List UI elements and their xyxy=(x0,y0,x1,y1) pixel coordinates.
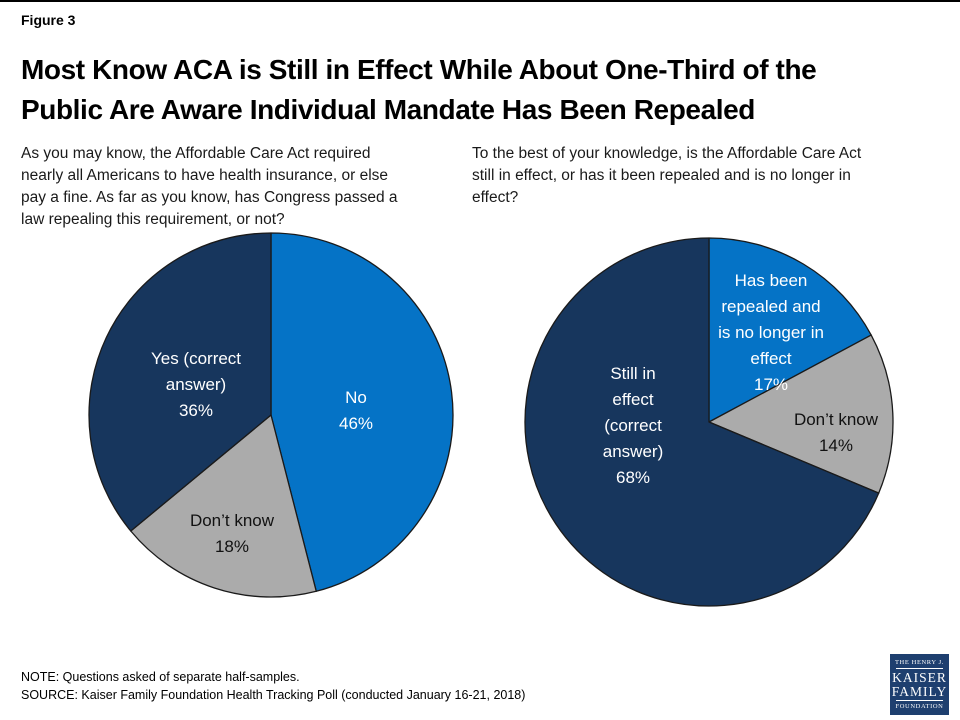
kff-foundation-logo: THE HENRY J. KAISER FAMILY FOUNDATION xyxy=(890,654,949,715)
pie-slice xyxy=(88,232,272,532)
logo-line-kaiser: KAISER xyxy=(892,670,947,685)
question-right: To the best of your knowledge, is the Af… xyxy=(472,145,862,206)
pie-slice xyxy=(708,334,894,494)
pie-slice xyxy=(524,237,880,607)
pie-slice xyxy=(130,414,317,598)
question-left: As you may know, the Affordable Care Act… xyxy=(21,145,398,228)
logo-line-foundation: FOUNDATION xyxy=(895,703,944,710)
right-pie-chart xyxy=(524,237,894,607)
page-title: Most Know ACA is Still in Effect While A… xyxy=(21,54,817,125)
source-line: SOURCE: Kaiser Family Foundation Health … xyxy=(21,688,526,702)
pie-slice xyxy=(708,237,872,423)
logo-line-family: FAMILY xyxy=(891,683,948,699)
pie-slice xyxy=(270,232,454,592)
logo-divider-bottom xyxy=(896,700,943,701)
logo-divider-top xyxy=(896,668,943,669)
left-pie-chart xyxy=(88,232,454,598)
figure-label: Figure 3 xyxy=(21,12,76,28)
footer-notes: NOTE: Questions asked of separate half-s… xyxy=(21,668,525,704)
note-line: NOTE: Questions asked of separate half-s… xyxy=(21,670,300,684)
logo-line-henry-j: THE HENRY J. xyxy=(894,659,945,666)
